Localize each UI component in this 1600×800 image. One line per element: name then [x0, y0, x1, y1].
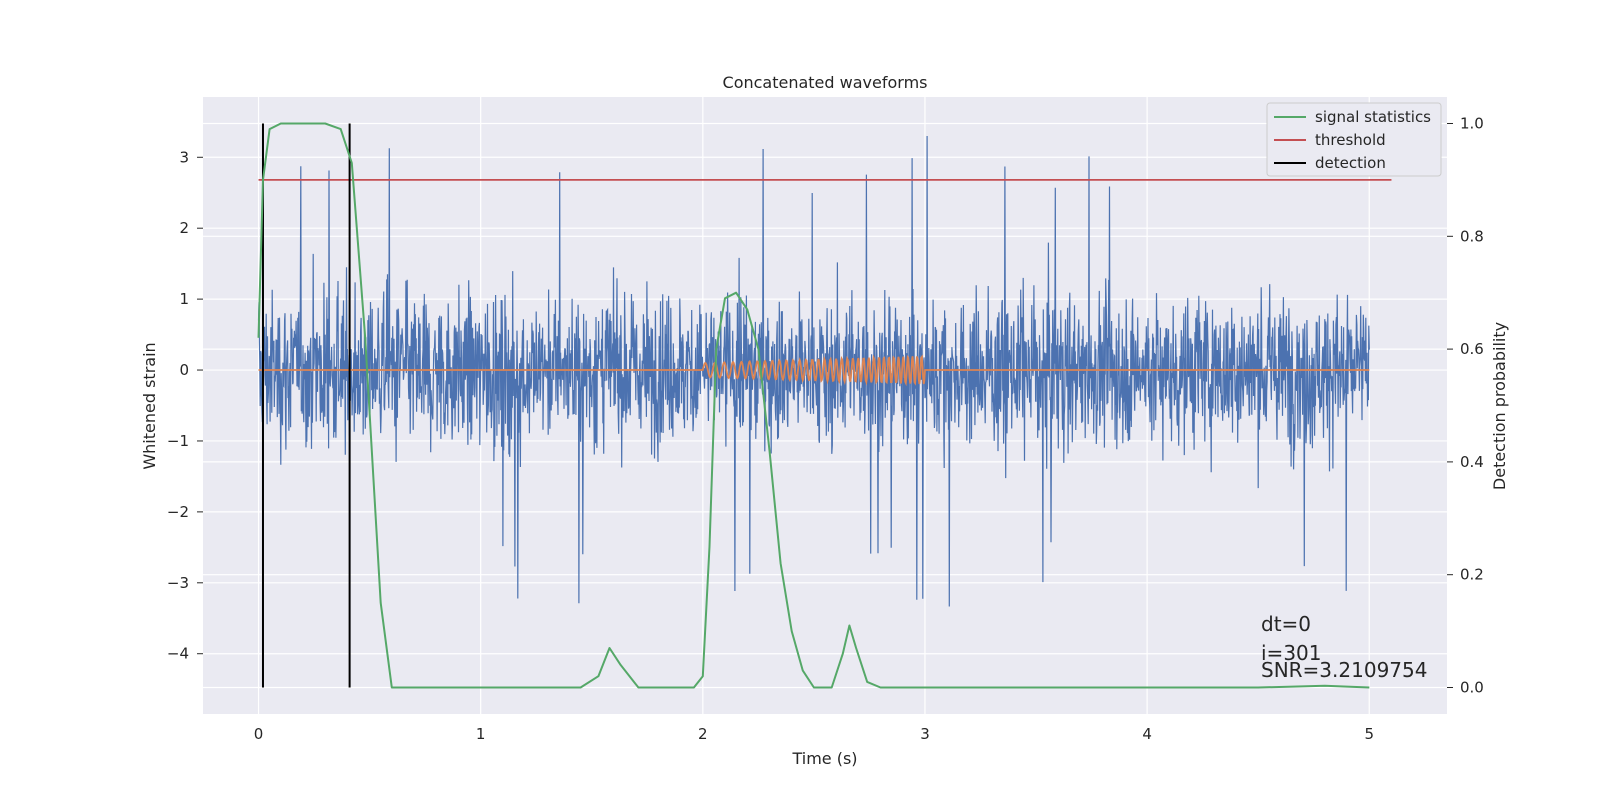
y2-tick-label: 0.6 [1460, 340, 1484, 358]
legend-box [1266, 102, 1442, 177]
annotation-dt: dt=0 [1261, 612, 1311, 636]
y2-tick-label: 0.8 [1460, 227, 1484, 245]
x-tick-label: 1 [476, 725, 486, 743]
y-tick-label: 1 [179, 290, 189, 308]
y-tick-label: −3 [167, 574, 189, 592]
series-lines-group [257, 122, 1392, 689]
y2-tick-label: 0.2 [1460, 566, 1484, 584]
x-axis-label: Time (s) [791, 749, 857, 768]
y-tick-label: −2 [167, 503, 189, 521]
annotations: dt=0 i=301 SNR=3.2109754 [1261, 612, 1427, 682]
y-tick-label: −1 [167, 432, 189, 450]
annotation-index: i=301 [1261, 641, 1322, 665]
y-tick-label: 2 [179, 219, 189, 237]
y-tick-label: −4 [167, 645, 189, 663]
y2-tick-label: 0.4 [1460, 453, 1484, 471]
y2-tick-label: 0.0 [1460, 678, 1484, 696]
y-tick-label: 3 [179, 148, 189, 166]
x-tick-label: 2 [698, 725, 708, 743]
x-tick-label: 0 [254, 725, 264, 743]
chirp-series-line [258, 354, 1370, 387]
y2-tick-label: 1.0 [1460, 115, 1484, 133]
annotation-snr: SNR=3.2109754 [1261, 658, 1427, 682]
y-tick-label: 0 [179, 361, 189, 379]
legend: signal statistics threshold detection [1266, 102, 1442, 177]
x-tick-label: 3 [920, 725, 930, 743]
signal-statistics-line [257, 122, 1370, 689]
x-tick-label: 5 [1364, 725, 1374, 743]
x-tick-label: 4 [1142, 725, 1152, 743]
y-axis-label: Whitened strain [140, 342, 159, 469]
y2-axis-label: Detection probability [1490, 322, 1509, 490]
legend-label-threshold: threshold [1315, 131, 1386, 149]
legend-label-detection: detection [1315, 154, 1386, 172]
noise-series-line [257, 135, 1370, 607]
tick-labels-group: 0 1 2 3 4 5 3 2 1 0 −1 −2 −3 −4 1.0 0.8 0.6 0.4 0.2 0.0 [167, 115, 1484, 743]
noise-series-group [257, 135, 1370, 607]
legend-label-signal-statistics: signal statistics [1315, 108, 1431, 126]
chart-title: Concatenated waveforms [723, 73, 928, 92]
